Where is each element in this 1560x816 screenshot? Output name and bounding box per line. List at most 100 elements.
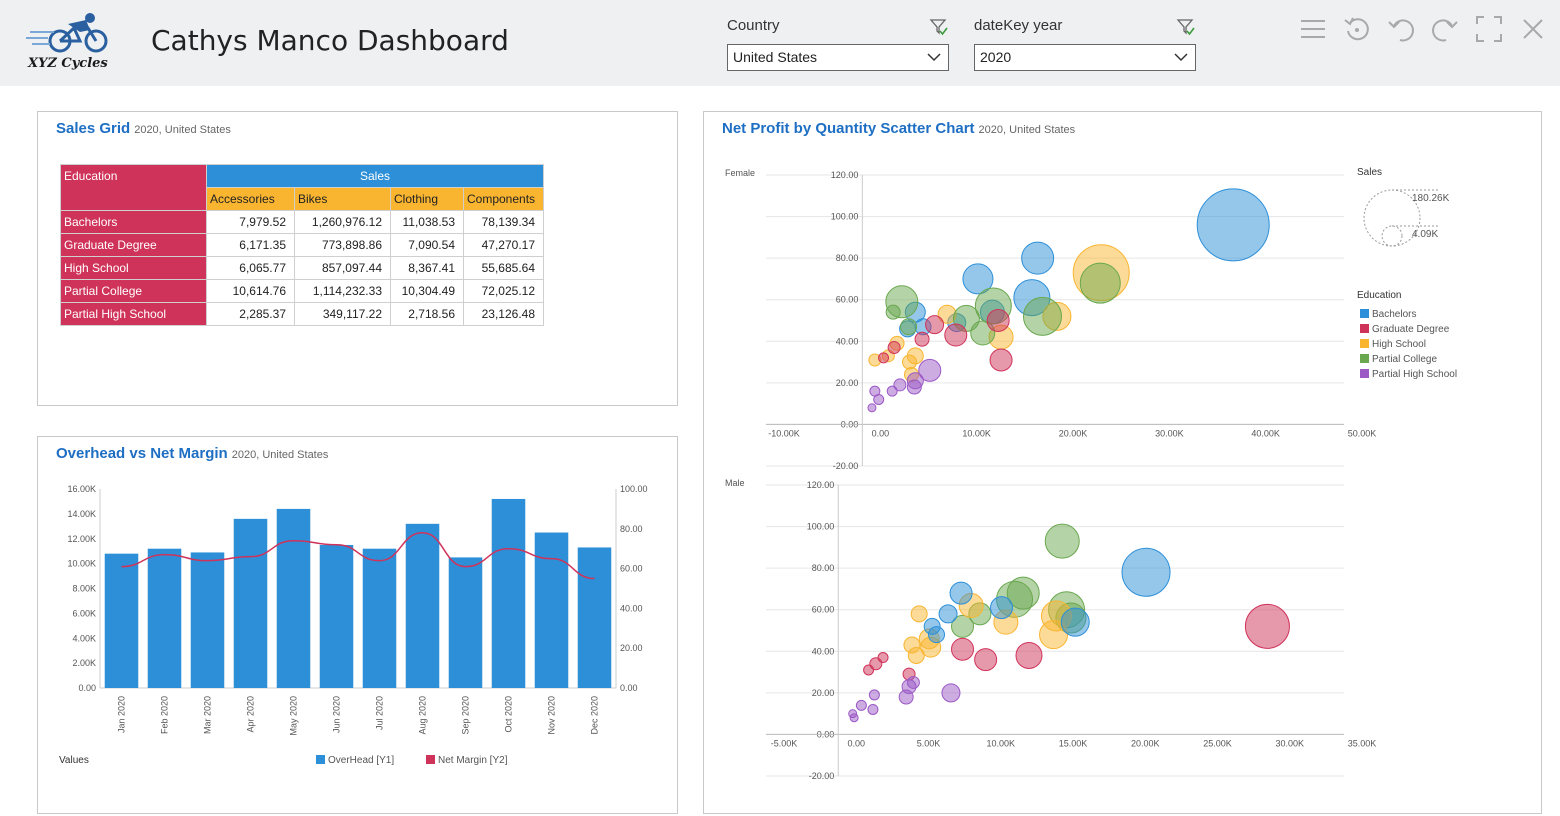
- x-tick-label: 0.00: [847, 738, 865, 748]
- x-tick-label: 10.00K: [962, 428, 991, 438]
- overhead-bar[interactable]: [534, 532, 569, 688]
- scatter-bubble[interactable]: [989, 348, 1013, 372]
- legend-label-overhead[interactable]: OverHead [Y1]: [328, 755, 394, 766]
- scatter-bubble[interactable]: [962, 263, 994, 295]
- overhead-bar[interactable]: [233, 518, 268, 688]
- legend-label[interactable]: High School: [1372, 339, 1426, 350]
- scatter-bubble[interactable]: [918, 358, 942, 382]
- country-select[interactable]: United States: [727, 44, 949, 71]
- scatter-bubble[interactable]: [906, 675, 920, 689]
- column-header-bikes[interactable]: Bikes: [294, 187, 391, 211]
- x-tick-label: Dec 2020: [590, 696, 600, 735]
- scatter-bubble[interactable]: [1015, 641, 1043, 669]
- scatter-bubble[interactable]: [900, 318, 918, 336]
- overhead-bar[interactable]: [405, 523, 440, 688]
- scatter-bubble[interactable]: [951, 614, 975, 638]
- scatter-bubble[interactable]: [867, 403, 877, 413]
- x-tick-label: 20.00K: [1059, 428, 1088, 438]
- scatter-bubble[interactable]: [867, 703, 879, 715]
- fullscreen-icon[interactable]: [1474, 14, 1504, 44]
- scatter-bubble[interactable]: [1022, 296, 1062, 336]
- scatter-bubble[interactable]: [1121, 547, 1171, 597]
- scatter-chart-subtitle: 2020, United States: [978, 124, 1076, 136]
- scatter-bubble[interactable]: [1244, 603, 1290, 649]
- scatter-bubble[interactable]: [907, 646, 925, 664]
- overhead-bar[interactable]: [362, 548, 397, 688]
- scatter-bubble[interactable]: [885, 304, 901, 320]
- legend-label-net-margin[interactable]: Net Margin [Y2]: [438, 755, 508, 766]
- table-row[interactable]: Bachelors 7,979.52 1,260,976.12 11,038.5…: [60, 210, 544, 234]
- scatter-bubble[interactable]: [986, 309, 1010, 332]
- scatter-bubble[interactable]: [925, 315, 945, 335]
- column-header-clothing[interactable]: Clothing: [390, 187, 464, 211]
- scatter-bubble[interactable]: [886, 385, 898, 397]
- scatter-bubble[interactable]: [941, 683, 961, 703]
- scatter-bubble[interactable]: [1021, 241, 1055, 275]
- scatter-bubble[interactable]: [944, 323, 968, 347]
- scatter-bubble[interactable]: [949, 581, 973, 605]
- y2-tick-label: 20.00: [620, 643, 643, 653]
- undo-icon[interactable]: [1386, 14, 1416, 44]
- scatter-bubble[interactable]: [910, 605, 928, 623]
- scatter-bubble[interactable]: [887, 341, 901, 355]
- scatter-bubble[interactable]: [902, 354, 918, 370]
- y-tick-label: -20.00: [833, 461, 859, 471]
- close-icon[interactable]: [1518, 14, 1548, 44]
- overhead-bar[interactable]: [190, 552, 225, 688]
- overhead-bar[interactable]: [276, 508, 311, 688]
- scatter-bubble[interactable]: [1079, 262, 1121, 304]
- x-tick-label: Nov 2020: [547, 696, 557, 735]
- overhead-bar[interactable]: [577, 547, 612, 688]
- overhead-bar[interactable]: [147, 548, 182, 688]
- x-tick-label: 50.00K: [1348, 428, 1377, 438]
- filter-funnel-icon[interactable]: [1176, 18, 1196, 36]
- column-header-components[interactable]: Components: [463, 187, 544, 211]
- y-tick-label: 40.00: [836, 336, 859, 346]
- scatter-bubble[interactable]: [898, 689, 914, 705]
- legend-label[interactable]: Partial High School: [1372, 369, 1457, 380]
- scatter-bubble[interactable]: [914, 331, 930, 347]
- scatter-bubble[interactable]: [974, 648, 998, 672]
- y-tick-label: 120.00: [831, 170, 859, 180]
- sales-group-header[interactable]: Sales: [206, 164, 544, 188]
- scatter-bubble[interactable]: [1044, 523, 1080, 559]
- column-header-accessories[interactable]: Accessories: [206, 187, 295, 211]
- redo-icon[interactable]: [1430, 14, 1460, 44]
- row-label: High School: [60, 256, 207, 280]
- overhead-bar[interactable]: [491, 498, 526, 688]
- row-label: Partial College: [60, 279, 207, 303]
- scatter-bubble[interactable]: [1060, 607, 1090, 637]
- legend-label[interactable]: Bachelors: [1372, 309, 1416, 320]
- scatter-bubble[interactable]: [893, 378, 907, 392]
- overhead-bar[interactable]: [448, 557, 483, 688]
- scatter-bubble[interactable]: [938, 604, 958, 624]
- scatter-bubble[interactable]: [951, 637, 975, 661]
- y1-tick-label: 12.00K: [67, 534, 96, 544]
- scatter-bubble[interactable]: [849, 713, 859, 723]
- education-header[interactable]: Education: [60, 164, 207, 211]
- scatter-bubble[interactable]: [878, 352, 890, 364]
- legend-label[interactable]: Partial College: [1372, 354, 1437, 365]
- filter-funnel-icon[interactable]: [929, 18, 949, 36]
- table-row[interactable]: Partial College 10,614.76 1,114,232.33 1…: [60, 279, 544, 303]
- scatter-bubble[interactable]: [1196, 188, 1270, 262]
- scatter-bubble[interactable]: [990, 596, 1014, 620]
- net-margin-line[interactable]: [121, 532, 595, 580]
- scatter-bubble[interactable]: [868, 689, 880, 701]
- scatter-bubble[interactable]: [928, 626, 946, 644]
- scatter-bubble[interactable]: [855, 699, 867, 711]
- scatter-bubble[interactable]: [877, 652, 889, 664]
- legend-label[interactable]: Graduate Degree: [1372, 324, 1450, 335]
- scatter-bubble[interactable]: [873, 393, 885, 405]
- table-row[interactable]: High School 6,065.77 857,097.44 8,367.41…: [60, 256, 544, 280]
- scatter-bubble[interactable]: [906, 372, 924, 390]
- overhead-bar[interactable]: [104, 553, 139, 688]
- table-row[interactable]: Graduate Degree 6,171.35 773,898.86 7,09…: [60, 233, 544, 257]
- year-select[interactable]: 2020: [974, 44, 1196, 71]
- sales-grid-table: Education Sales Accessories Bikes Clothi…: [60, 164, 544, 326]
- menu-icon[interactable]: [1298, 14, 1328, 44]
- overhead-bar[interactable]: [319, 544, 354, 688]
- table-row[interactable]: Partial High School 2,285.37 349,117.22 …: [60, 302, 544, 326]
- scatter-bubble[interactable]: [863, 664, 875, 676]
- refresh-icon[interactable]: [1342, 14, 1372, 44]
